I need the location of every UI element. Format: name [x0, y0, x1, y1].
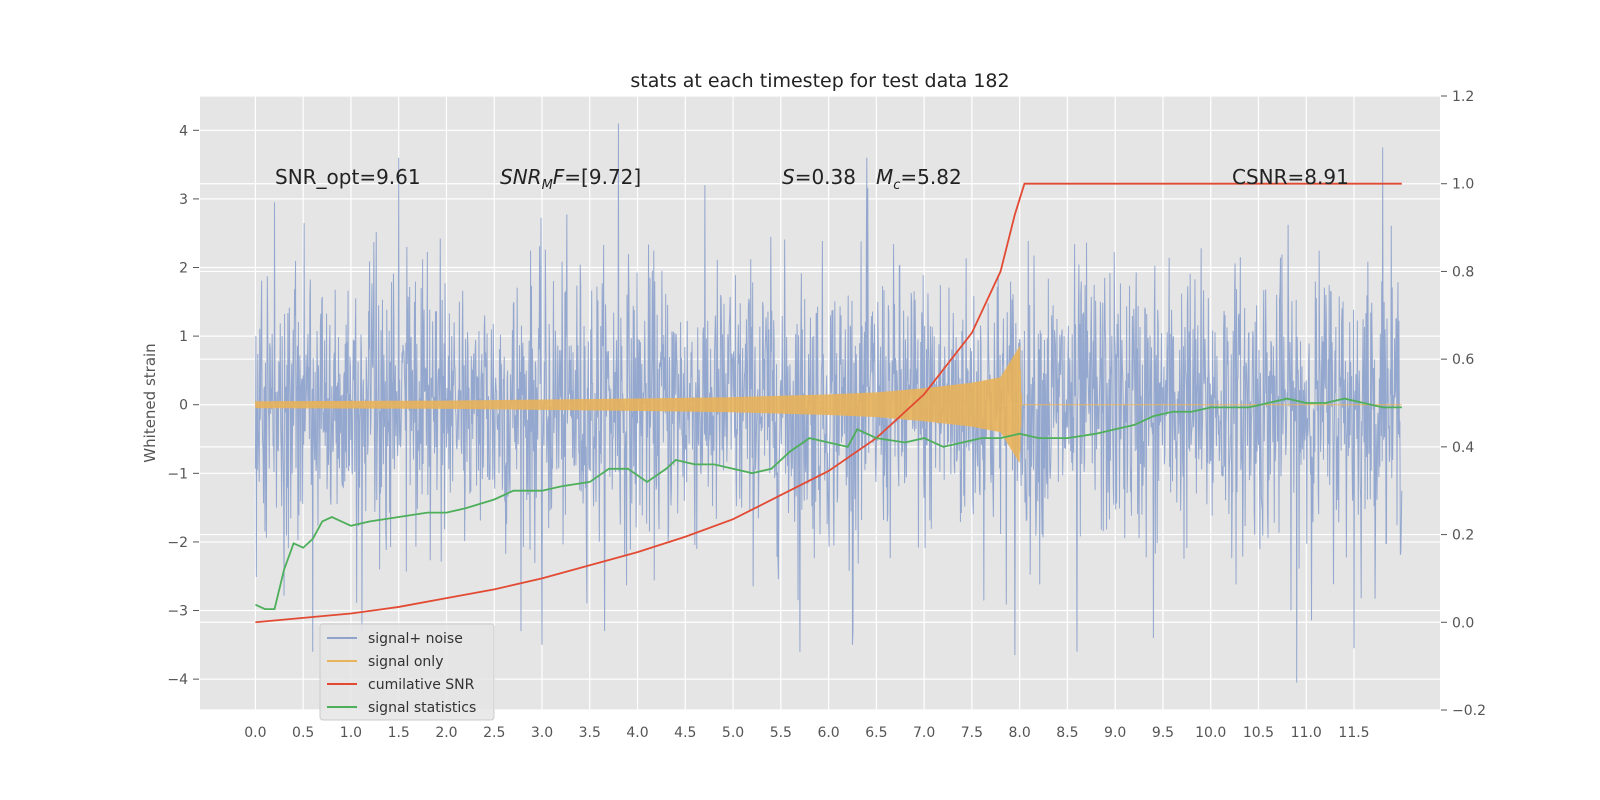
y2-tick-label: 1.0: [1452, 177, 1474, 193]
y-tick-label: 3: [179, 192, 188, 208]
noise-series: [254, 123, 1403, 683]
x-tick-label: 11.5: [1338, 725, 1369, 741]
annotation-mc-value: =5.82: [900, 165, 961, 189]
x-tick-label: 4.0: [626, 725, 648, 741]
annotation-snr-mf-value: =[9.72]: [564, 165, 641, 189]
x-tick-label: 4.5: [674, 725, 696, 741]
x-tick-label: 7.0: [913, 725, 935, 741]
x-tick-label: 6.0: [817, 725, 839, 741]
x-tick-label: 1.0: [340, 725, 362, 741]
x-tick-label: 9.0: [1104, 725, 1126, 741]
x-tick-label: 9.5: [1152, 725, 1174, 741]
annotation-csnr: CSNR=8.91: [1232, 165, 1349, 189]
signal-series: [254, 346, 1402, 463]
y-tick-label: 1: [179, 329, 188, 345]
x-tick-label: 2.0: [435, 725, 457, 741]
x-tick-label: 5.0: [722, 725, 744, 741]
noise-line: [254, 123, 1403, 683]
y-axis-label: Whitened strain: [141, 343, 159, 462]
y-axis-left: 4 3 2 1 0 −1 −2 −3 −4: [167, 123, 199, 688]
x-tick-label: 3.0: [531, 725, 553, 741]
y2-tick-label: 1.2: [1452, 89, 1474, 105]
y2-tick-label: 0.4: [1452, 440, 1474, 456]
legend-label-signal: signal only: [368, 654, 443, 670]
y2-tick-label: 0.2: [1452, 528, 1474, 544]
x-tick-label: 1.5: [388, 725, 410, 741]
y-tick-label: −1: [167, 466, 188, 482]
y-tick-label: −2: [167, 535, 188, 551]
signal-statistics-line: [255, 397, 1402, 611]
x-tick-label: 2.5: [483, 725, 505, 741]
x-axis: 0.0 0.5 1.0 1.5 2.0 2.5 3.0 3.5 4.0 4.5 5.0 5.5 6.0 6…: [244, 725, 1369, 741]
legend-box: [319, 623, 495, 721]
legend-label-cumulative-snr: cumilative SNR: [368, 677, 475, 693]
x-tick-label: 5.5: [770, 725, 792, 741]
annotation-snr-mf: SNRMF=[9.72]: [500, 165, 641, 193]
y-tick-label: 4: [179, 123, 188, 139]
y2-tick-label: 0.0: [1452, 615, 1474, 631]
annotation-s: S=0.38: [782, 165, 856, 189]
x-tick-label: 0.0: [244, 725, 266, 741]
y-tick-label: −3: [167, 604, 188, 620]
legend-label-noise: signal+ noise: [368, 631, 463, 647]
y2-tick-label: −0.2: [1452, 703, 1486, 719]
y2-tick-label: 0.8: [1452, 264, 1474, 280]
x-tick-label: 7.5: [961, 725, 983, 741]
chart-title: stats at each timestep for test data 182: [630, 70, 1009, 92]
x-tick-label: 11.0: [1291, 725, 1322, 741]
annotation-s-value: =0.38: [795, 165, 856, 189]
x-tick-label: 10.5: [1243, 725, 1274, 741]
right-axis-series: [255, 182, 1402, 624]
annotation-snr-opt: SNR_opt=9.61: [275, 165, 421, 189]
y-tick-label: 0: [179, 398, 188, 414]
x-tick-label: 8.0: [1009, 725, 1031, 741]
x-tick-label: 8.5: [1056, 725, 1078, 741]
y-axis-right: 1.2 1.0 0.8 0.6 0.4 0.2 0.0 −0.2: [1441, 89, 1486, 719]
x-tick-label: 10.0: [1195, 725, 1226, 741]
legend-label-signal-statistics: signal statistics: [368, 700, 476, 716]
legend: signal+ noise signal only cumilative SNR…: [319, 623, 495, 721]
cumulative-snr-line: [255, 182, 1402, 624]
x-tick-label: 6.5: [865, 725, 887, 741]
x-tick-label: 0.5: [292, 725, 314, 741]
signal-line: [254, 346, 1402, 463]
y-tick-label: −4: [167, 672, 188, 688]
annotation-mc: Mc=5.82: [876, 165, 962, 193]
y2-tick-label: 0.6: [1452, 352, 1474, 368]
x-tick-label: 3.5: [579, 725, 601, 741]
y-tick-label: 2: [179, 261, 188, 277]
